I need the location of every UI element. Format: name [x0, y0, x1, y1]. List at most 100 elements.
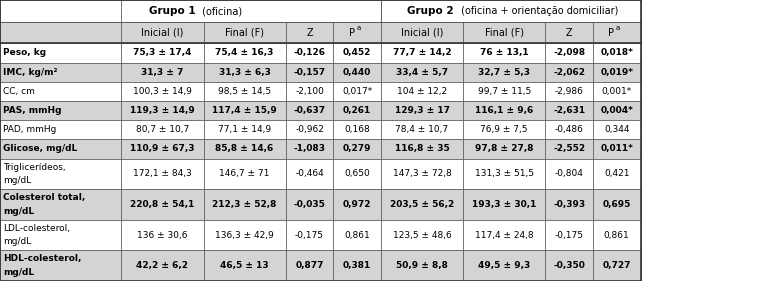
Text: 131,3 ± 51,5: 131,3 ± 51,5: [475, 169, 534, 178]
Text: 31,3 ± 6,3: 31,3 ± 6,3: [219, 68, 270, 77]
Bar: [121, 0, 381, 22]
Text: CC, cm: CC, cm: [3, 87, 35, 96]
Text: 75,3 ± 17,4: 75,3 ± 17,4: [133, 48, 192, 57]
Bar: [381, 22, 463, 43]
Bar: [381, 101, 463, 120]
Bar: [463, 158, 545, 189]
Text: -2,062: -2,062: [553, 68, 585, 77]
Bar: [204, 82, 286, 101]
Text: IMC, kg/m²: IMC, kg/m²: [3, 68, 58, 77]
Text: 77,1 ± 14,9: 77,1 ± 14,9: [218, 125, 271, 134]
Bar: [0, 139, 121, 158]
Text: 98,5 ± 14,5: 98,5 ± 14,5: [218, 87, 271, 96]
Bar: [545, 82, 593, 101]
Bar: [286, 43, 333, 63]
Bar: [545, 22, 593, 43]
Text: 77,7 ± 14,2: 77,7 ± 14,2: [392, 48, 452, 57]
Bar: [333, 120, 381, 139]
Bar: [333, 43, 381, 63]
Bar: [121, 158, 204, 189]
Text: -0,637: -0,637: [293, 106, 326, 115]
Bar: [286, 220, 333, 250]
Bar: [121, 101, 204, 120]
Text: (oficina + orientação domiciliar): (oficina + orientação domiciliar): [458, 6, 619, 16]
Bar: [0, 189, 121, 220]
Text: 119,3 ± 14,9: 119,3 ± 14,9: [130, 106, 195, 115]
Bar: [593, 43, 641, 63]
Text: 117,4 ± 24,8: 117,4 ± 24,8: [475, 231, 534, 240]
Text: LDL-colesterol,: LDL-colesterol,: [3, 224, 70, 233]
Bar: [463, 189, 545, 220]
Text: 50,9 ± 8,8: 50,9 ± 8,8: [396, 261, 448, 270]
Bar: [545, 120, 593, 139]
Bar: [463, 220, 545, 250]
Bar: [381, 189, 463, 220]
Text: 100,3 ± 14,9: 100,3 ± 14,9: [133, 87, 192, 96]
Bar: [121, 139, 204, 158]
Text: 42,2 ± 6,2: 42,2 ± 6,2: [137, 261, 188, 270]
Text: P: P: [349, 28, 355, 38]
Text: -0,350: -0,350: [553, 261, 585, 270]
Bar: [333, 189, 381, 220]
Text: -2,986: -2,986: [554, 87, 584, 96]
Bar: [381, 43, 463, 63]
Text: 75,4 ± 16,3: 75,4 ± 16,3: [215, 48, 274, 57]
Text: -0,126: -0,126: [293, 48, 326, 57]
Text: 203,5 ± 56,2: 203,5 ± 56,2: [390, 200, 454, 209]
Bar: [333, 82, 381, 101]
Bar: [463, 82, 545, 101]
Text: 76 ± 13,1: 76 ± 13,1: [480, 48, 528, 57]
Bar: [0, 101, 121, 120]
Text: (oficina): (oficina): [199, 6, 242, 16]
Text: 116,1 ± 9,6: 116,1 ± 9,6: [475, 106, 533, 115]
Bar: [333, 220, 381, 250]
Text: HDL-colesterol,: HDL-colesterol,: [3, 255, 81, 264]
Bar: [545, 43, 593, 63]
Text: 0,727: 0,727: [602, 261, 631, 270]
Text: Glicose, mg/dL: Glicose, mg/dL: [3, 144, 78, 153]
Text: 97,8 ± 27,8: 97,8 ± 27,8: [475, 144, 534, 153]
Text: 0,861: 0,861: [604, 231, 630, 240]
Text: PAS, mmHg: PAS, mmHg: [3, 106, 61, 115]
Bar: [286, 158, 333, 189]
Bar: [545, 250, 593, 281]
Bar: [204, 63, 286, 82]
Text: a: a: [616, 25, 620, 31]
Text: 85,8 ± 14,6: 85,8 ± 14,6: [216, 144, 273, 153]
Text: PAD, mmHg: PAD, mmHg: [3, 125, 56, 134]
Bar: [545, 139, 593, 158]
Text: -0,962: -0,962: [295, 125, 324, 134]
Text: 49,5 ± 9,3: 49,5 ± 9,3: [478, 261, 531, 270]
Text: mg/dL: mg/dL: [3, 268, 35, 277]
Text: Inicial (I): Inicial (I): [401, 28, 443, 38]
Text: 0,168: 0,168: [344, 125, 370, 134]
Bar: [463, 120, 545, 139]
Bar: [0, 158, 121, 189]
Bar: [121, 43, 204, 63]
Text: 0,011*: 0,011*: [601, 144, 633, 153]
Text: 220,8 ± 54,1: 220,8 ± 54,1: [131, 200, 194, 209]
Text: 0,421: 0,421: [604, 169, 630, 178]
Text: 46,5 ± 13: 46,5 ± 13: [220, 261, 269, 270]
Text: -0,464: -0,464: [295, 169, 324, 178]
Bar: [593, 120, 641, 139]
Bar: [593, 189, 641, 220]
Bar: [593, 22, 641, 43]
Text: -0,175: -0,175: [295, 231, 324, 240]
Text: 80,7 ± 10,7: 80,7 ± 10,7: [136, 125, 189, 134]
Bar: [333, 250, 381, 281]
Bar: [333, 22, 381, 43]
Text: 129,3 ± 17: 129,3 ± 17: [395, 106, 449, 115]
Text: 0,019*: 0,019*: [601, 68, 633, 77]
Bar: [381, 220, 463, 250]
Bar: [593, 250, 641, 281]
Text: 0,440: 0,440: [343, 68, 371, 77]
Text: mg/dL: mg/dL: [3, 176, 31, 185]
Text: Colesterol total,: Colesterol total,: [3, 193, 85, 202]
Text: a: a: [356, 25, 360, 31]
Text: 116,8 ± 35: 116,8 ± 35: [395, 144, 449, 153]
Text: P: P: [608, 28, 614, 38]
Text: Grupo 2: Grupo 2: [407, 6, 454, 16]
Bar: [121, 250, 204, 281]
Text: 136,3 ± 42,9: 136,3 ± 42,9: [215, 231, 274, 240]
